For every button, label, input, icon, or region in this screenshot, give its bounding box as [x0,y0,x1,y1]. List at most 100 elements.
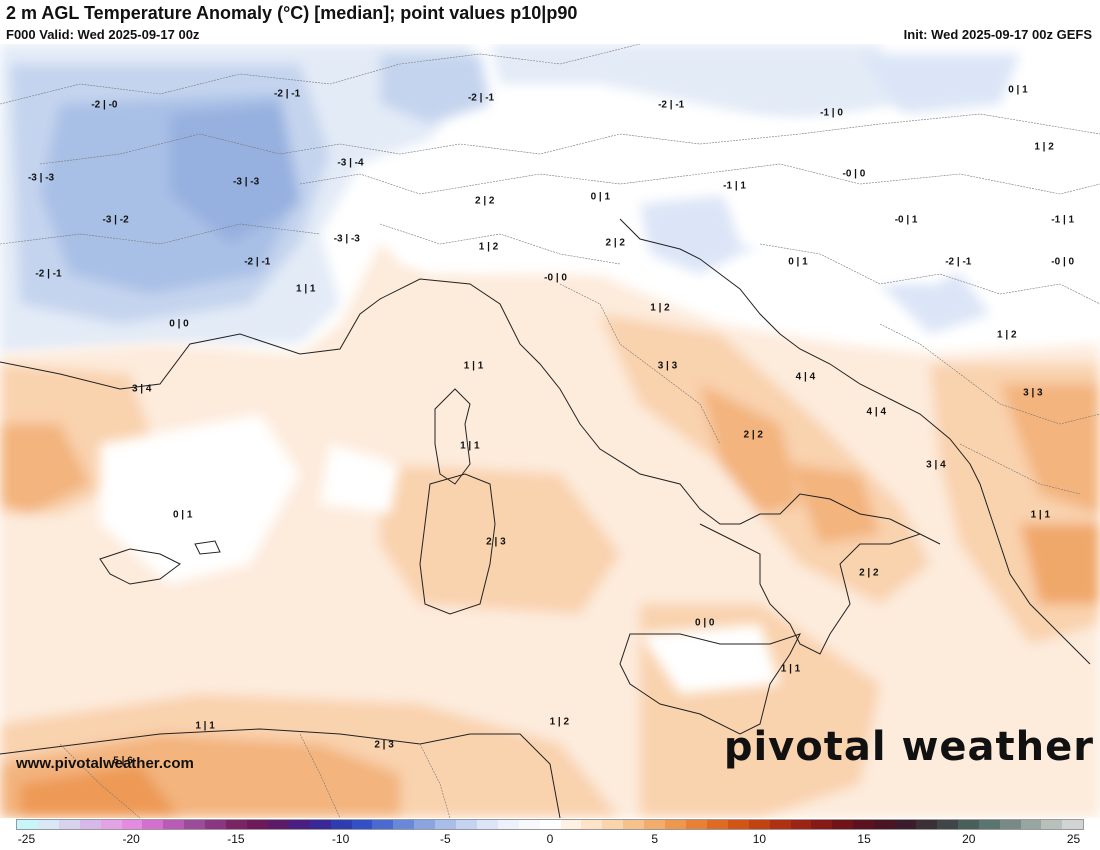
point-value-label: -2 | -1 [274,88,301,100]
legend-color-segment [853,820,875,829]
legend-tick-label: 15 [857,832,871,846]
point-value-label: -0 | 0 [842,168,866,180]
legend-tick-label: -15 [227,832,245,846]
point-value-label: 4 | 4 [795,371,816,383]
anomaly-map[interactable]: -2 | -0 -2 | -1 -2 | -1 -2 | -1 -1 | 0 0 | 1 -… [0,44,1100,818]
legend-color-segment [163,820,185,829]
legend-color-segment [602,820,624,829]
point-value-label: 2 | 2 [743,429,763,441]
legend-tick-label: -10 [331,832,350,846]
legend-color-segment [17,820,38,829]
point-value-label: 1 | 1 [463,360,484,372]
point-value-label: -2 | -0 [91,99,118,111]
website-label[interactable]: www.pivotalweather.com [16,755,194,772]
point-value-label: -3 | -3 [233,176,260,188]
init-time: Init: Wed 2025-09-17 00z GEFS [903,27,1092,42]
legend-color-segment [727,820,749,829]
point-value-label: 1 | 1 [1030,509,1051,521]
legend-color-segment [1062,820,1084,829]
coastlines [0,218,1091,818]
valid-time: F000 Valid: Wed 2025-09-17 00z [6,27,200,42]
legend-color-segment [58,820,80,829]
point-value-label: 0 | 0 [694,617,715,629]
legend-color-segment [372,820,394,829]
point-value-label: 3 | 4 [926,459,946,471]
legend-color-segment [539,820,561,829]
legend-color-segment [267,820,289,829]
legend-color-segment [790,820,812,829]
legend-color-segment [665,820,686,829]
legend-color-segment [456,820,477,829]
legend-color-segment [915,820,937,829]
point-value-label: 3 | 3 [1023,387,1043,399]
point-value-label: 2 | 2 [474,195,495,207]
legend-tick-label: 0 [546,832,554,846]
point-value-label: 3 | 3 [657,360,678,372]
legend-color-segment [100,820,122,829]
point-value-label: 1 | 2 [1034,141,1054,153]
point-value-label: 1 | 1 [780,663,801,675]
legend-color-segment [142,820,164,829]
point-value-label: -2 | -1 [658,99,685,111]
point-value-label: 0 | 1 [590,191,611,203]
legend-tick-label: 20 [962,832,976,846]
legend-tick-label: 10 [752,832,767,846]
legend-color-segment [205,820,227,829]
legend-tick-label: 25 [1066,832,1081,846]
point-value-label: -2 | -1 [244,256,271,268]
point-value-label: -3 | -4 [337,157,364,169]
legend-color-segment [246,820,268,829]
legend-color-segment [832,820,854,829]
point-value-label: -3 | -3 [333,233,360,245]
legend-color-segment [518,820,540,829]
legend-ticks: -25 -20 -15 -10 -5 0 5 10 15 20 25 [0,832,1100,848]
point-value-label: 1 | 2 [478,241,499,253]
point-value-label: 2 | 2 [605,237,625,249]
brand-logo: pivotal weather [723,724,1094,770]
point-value-label: -3 | -2 [102,214,129,226]
legend-color-segment [476,820,498,829]
point-value-label: -0 | 0 [544,272,567,284]
legend-color-segment [37,820,59,829]
point-value-label: 5 | 6 [113,755,133,767]
legend-color-segment [497,820,519,829]
legend-color-segment [1020,820,1042,829]
point-value-label: -0 | 1 [894,214,918,226]
warm-anomaly-shading [0,244,1100,818]
legend-color-segment [414,820,436,829]
point-value-label: -2 | -1 [945,256,972,268]
legend-color-segment [895,820,916,829]
legend-color-segment [581,820,603,829]
point-value-label: -2 | -1 [35,268,62,280]
legend-color-segment [811,820,833,829]
legend-tick-label: -20 [122,832,140,846]
legend-color-segment [79,820,101,829]
point-value-label: 0 | 1 [788,256,808,268]
point-value-label: 1 | 2 [549,716,570,728]
map-shading [0,44,1100,818]
point-value-label: -0 | 0 [1051,256,1075,268]
point-value-label: 2 | 3 [374,739,394,751]
point-value-label: 2 | 3 [486,536,506,548]
point-value-label: 1 | 1 [460,440,480,452]
legend-colorbar [16,819,1084,830]
legend-color-segment [435,820,457,829]
point-value-label: 2 | 2 [859,567,879,579]
point-value-label: 1 | 2 [997,329,1017,341]
legend-color-segment [226,820,247,829]
point-value-label: -3 | -3 [27,172,55,184]
legend-color-segment [999,820,1021,829]
point-value-label: 0 | 0 [169,318,189,330]
legend-color-segment [769,820,791,829]
legend-color-segment [330,820,352,829]
legend-color-segment [184,820,206,829]
legend-color-segment [623,820,645,829]
point-value-label: -1 | 1 [1051,214,1075,226]
legend-color-segment [560,820,582,829]
point-value-label: 3 | 4 [131,383,152,395]
point-value-label: 1 | 1 [195,720,215,732]
legend-color-segment [1041,820,1063,829]
legend-color-segment [936,820,958,829]
legend-color-segment [288,820,310,829]
legend-color-segment [706,820,728,829]
